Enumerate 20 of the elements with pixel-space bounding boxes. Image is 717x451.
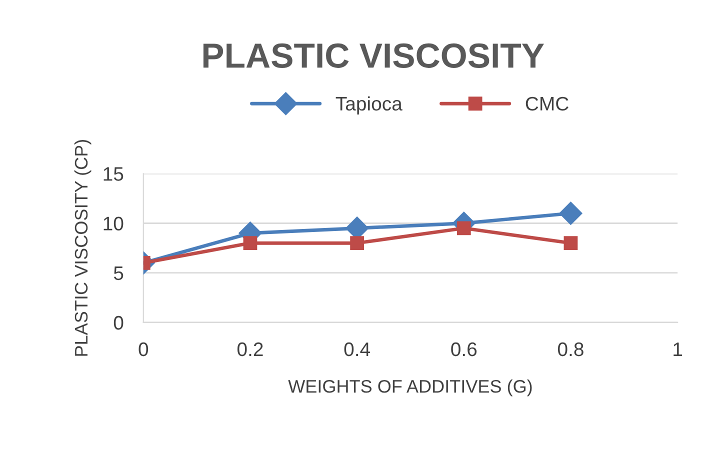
legend-label: CMC <box>526 96 568 111</box>
x-tick-label: 0.6 <box>451 342 477 356</box>
y-tick-label: 15 <box>104 167 124 181</box>
point <box>456 221 471 236</box>
y-axis-title: PLASTIC VISCOSITY (CP) <box>74 140 92 356</box>
point <box>564 236 578 250</box>
point <box>243 236 258 250</box>
legend-label: Tapioca <box>336 96 402 114</box>
x-tick-label: 1 <box>674 342 682 356</box>
x-axis-title: WEIGHTS OF ADDITIVES (G) <box>288 379 532 396</box>
y-tick-label: 10 <box>104 216 124 230</box>
x-tick-label: 0.2 <box>237 342 263 356</box>
x-tick-label: 0.4 <box>344 342 370 356</box>
x-tick-label: 0 <box>138 342 148 356</box>
y-tick-label: 0 <box>114 316 124 330</box>
point <box>559 202 582 225</box>
point <box>350 236 364 250</box>
chart-title: PLASTIC VISCOSITY <box>203 43 544 68</box>
x-tick-label: 0.8 <box>558 342 584 356</box>
y-tick-label: 5 <box>114 266 124 280</box>
